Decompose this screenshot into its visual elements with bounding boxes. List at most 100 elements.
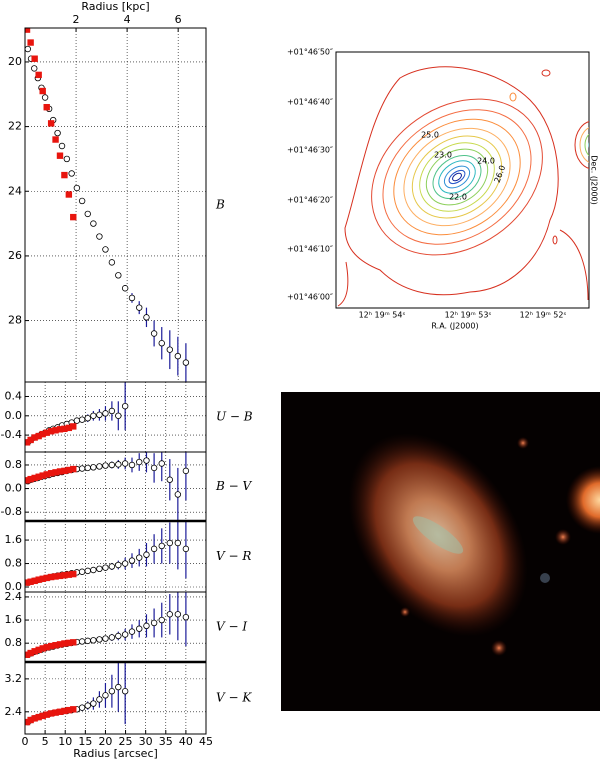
point	[47, 642, 55, 650]
x-axis-label: Radius [arcsec]	[73, 747, 158, 760]
point	[96, 463, 103, 470]
point	[56, 572, 64, 580]
point	[96, 411, 103, 419]
point	[27, 475, 34, 483]
point	[84, 567, 91, 575]
galaxy-core	[412, 516, 464, 554]
point	[90, 637, 97, 644]
point	[52, 642, 59, 649]
point	[108, 259, 116, 266]
point	[96, 636, 103, 643]
point	[84, 210, 91, 218]
point	[25, 28, 31, 33]
point	[35, 473, 42, 480]
x-tick-label: 20	[98, 735, 112, 748]
point	[43, 429, 50, 436]
point	[166, 346, 173, 353]
contour	[411, 135, 503, 219]
point	[70, 465, 77, 473]
point	[41, 94, 49, 101]
point	[56, 641, 64, 648]
panel: 1.6 0.8 0.0 V − R	[5, 520, 251, 593]
x2-tick-label: 4	[124, 13, 131, 26]
point	[174, 611, 182, 618]
x-tick-label: 45	[199, 735, 213, 748]
point	[56, 152, 64, 159]
data-layer	[25, 521, 190, 586]
dec-tick-label: +01°46′40″	[287, 98, 333, 107]
contour-label: 24.0	[477, 157, 495, 166]
y-tick-label: 0.0	[5, 580, 23, 593]
point	[43, 711, 50, 718]
panel: 0.4 0.0 -0.4 U − B	[1, 381, 253, 453]
point	[102, 692, 109, 699]
x-tick-label: 30	[139, 735, 153, 748]
contour	[541, 69, 551, 77]
point	[27, 436, 34, 444]
panel-frame	[24, 27, 207, 383]
point	[128, 294, 136, 302]
contour-map: 25.0 23.0 24.0 22.0 26.0 +01°46′50″ +01°…	[287, 48, 599, 331]
point	[78, 416, 86, 423]
point	[128, 628, 136, 635]
panel-frame	[24, 661, 207, 735]
contours	[337, 66, 589, 307]
point	[90, 220, 97, 227]
point	[65, 706, 73, 714]
point	[70, 213, 77, 221]
point	[143, 314, 150, 321]
x-tick-label: 0	[22, 735, 29, 748]
y-tick-label: 0.0	[5, 482, 23, 495]
contour	[432, 154, 482, 200]
point	[65, 191, 73, 198]
point	[158, 460, 165, 467]
y-tick-label: 0.8	[5, 557, 23, 570]
y-tick-label: 2.4	[5, 705, 23, 718]
point	[63, 155, 71, 163]
point	[78, 197, 86, 205]
point	[65, 424, 73, 432]
y-tick-label: 28	[8, 314, 22, 327]
point	[58, 142, 66, 150]
source	[400, 607, 410, 617]
panel-frame	[24, 451, 207, 522]
point	[47, 428, 55, 435]
y-tick-label: 0.8	[5, 458, 23, 471]
data-layer	[25, 28, 190, 382]
point	[96, 233, 103, 240]
panel: 2.4 1.6 0.8 V − I	[5, 590, 247, 663]
point	[90, 566, 97, 574]
point	[31, 648, 38, 655]
point	[56, 426, 64, 433]
point	[47, 120, 55, 127]
panel-label: B − V	[215, 479, 253, 493]
point	[143, 622, 150, 630]
point	[61, 640, 68, 647]
point	[43, 471, 50, 478]
point	[115, 683, 122, 691]
point	[128, 461, 136, 469]
point	[70, 706, 77, 713]
y-tick-label: 22	[8, 120, 22, 133]
point	[39, 87, 46, 95]
contour-label: 25.0	[421, 131, 439, 140]
point	[166, 476, 173, 483]
point	[35, 432, 42, 440]
y-tick-label: 2.4	[5, 590, 23, 603]
contour	[588, 142, 589, 148]
point	[65, 639, 73, 647]
contour	[452, 172, 462, 182]
point	[73, 184, 81, 192]
point	[52, 427, 59, 434]
y-tick-label: -0.8	[1, 505, 22, 518]
contour	[509, 92, 517, 102]
point	[56, 468, 64, 475]
point	[136, 625, 143, 632]
point	[84, 637, 91, 645]
data-layer	[25, 592, 190, 658]
point	[39, 645, 46, 652]
point	[47, 573, 55, 581]
point	[39, 712, 46, 720]
x-tick-label: 25	[119, 735, 133, 748]
